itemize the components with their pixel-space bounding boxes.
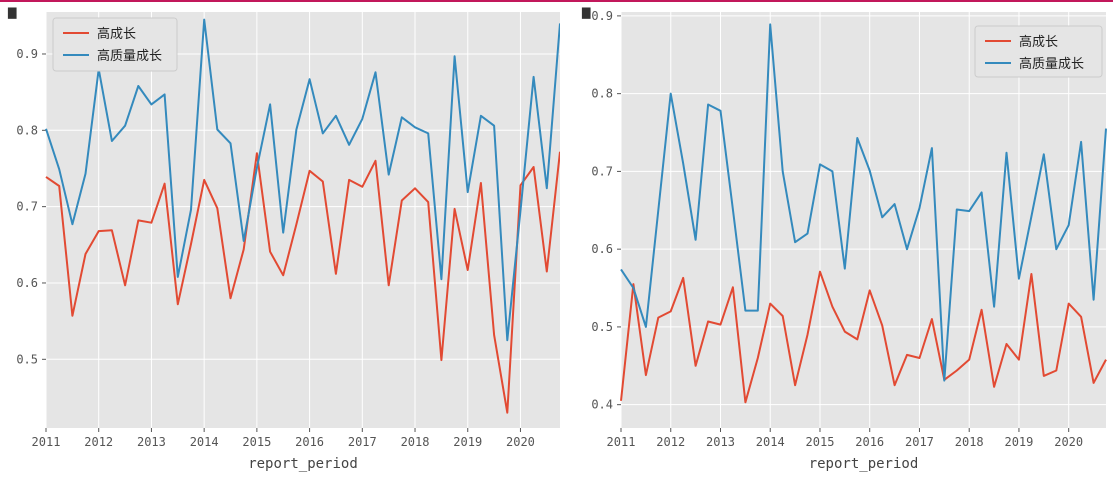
x-tick-label: 2018 bbox=[955, 435, 984, 449]
x-tick-label: 2012 bbox=[84, 435, 113, 449]
y-tick-label: 0.7 bbox=[16, 200, 38, 214]
series-line bbox=[620, 270, 1107, 404]
x-tick-label: 2012 bbox=[656, 435, 685, 449]
y-tick-label: 0.8 bbox=[16, 123, 38, 137]
y-tick-label: 0.9 bbox=[16, 47, 38, 61]
legend-label: 高质量成长 bbox=[97, 48, 162, 64]
x-tick-label: 2011 bbox=[32, 435, 61, 449]
x-tick-label: 2018 bbox=[401, 435, 430, 449]
x-tick-label: 2020 bbox=[1054, 435, 1083, 449]
y-tick-label: 0.5 bbox=[591, 320, 613, 334]
x-tick-label: 2019 bbox=[1004, 435, 1033, 449]
x-axis-label: report_period bbox=[809, 456, 919, 472]
chart-icon: ▇ bbox=[8, 6, 17, 19]
series-line bbox=[45, 18, 560, 342]
plot-area bbox=[46, 12, 560, 428]
x-tick-label: 2020 bbox=[506, 435, 535, 449]
y-tick-label: 0.8 bbox=[591, 87, 613, 101]
x-tick-label: 2019 bbox=[453, 435, 482, 449]
chart-right: 2011 2012 2013 2014 2015 2016 2017 2018 2019 2020… bbox=[591, 9, 1107, 472]
series-line bbox=[620, 23, 1107, 382]
x-tick-label: 2013 bbox=[706, 435, 735, 449]
x-tick-label: 2013 bbox=[137, 435, 166, 449]
x-tick-label: 2011 bbox=[607, 435, 636, 449]
y-tick-label: 0.6 bbox=[16, 276, 38, 290]
legend-label: 高成长 bbox=[1019, 34, 1058, 50]
legend-box bbox=[974, 25, 1103, 78]
y-tick-label: 0.5 bbox=[16, 352, 38, 366]
chart-left: 2011 2012 2013 2014 2015 2016 2017 2018 2019 2020… bbox=[16, 12, 560, 472]
y-tick-label: 0.9 bbox=[591, 9, 613, 23]
y-tick-label: 0.6 bbox=[591, 242, 613, 256]
chart-icon: ▇ bbox=[582, 6, 591, 19]
top-border-line bbox=[0, 0, 1113, 2]
x-tick-label: 2017 bbox=[905, 435, 934, 449]
x-tick-label: 2016 bbox=[855, 435, 884, 449]
x-tick-label: 2015 bbox=[806, 435, 835, 449]
x-tick-label: 2015 bbox=[242, 435, 271, 449]
legend-box bbox=[52, 17, 178, 72]
legend-label: 高成长 bbox=[97, 26, 136, 42]
x-tick-label: 2017 bbox=[348, 435, 377, 449]
x-tick-label: 2014 bbox=[190, 435, 219, 449]
x-axis-label: report_period bbox=[248, 456, 358, 472]
y-tick-label: 0.4 bbox=[591, 398, 613, 412]
plot-area bbox=[621, 12, 1106, 428]
legend-label: 高质量成长 bbox=[1019, 56, 1084, 72]
y-tick-label: 0.7 bbox=[591, 164, 613, 178]
x-tick-label: 2016 bbox=[295, 435, 324, 449]
series-line bbox=[45, 151, 560, 414]
x-tick-label: 2014 bbox=[756, 435, 785, 449]
